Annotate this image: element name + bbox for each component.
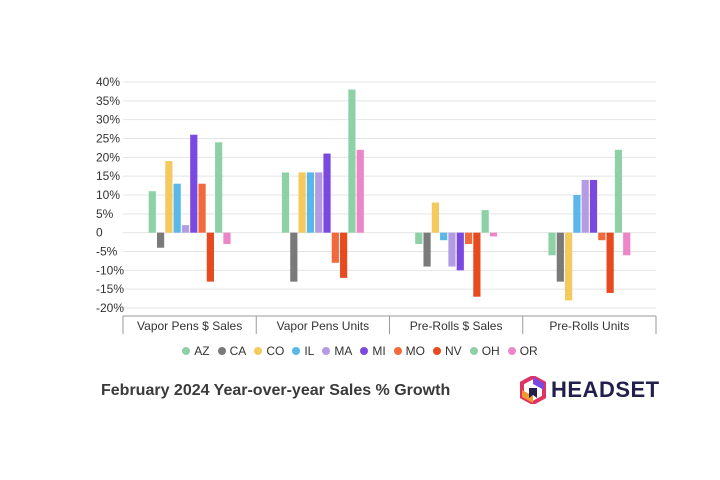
bar-nv	[206, 232, 214, 282]
bar-il	[306, 172, 315, 233]
legend-label: NV	[445, 344, 462, 358]
y-tick-label: 35%	[96, 94, 120, 108]
y-tick-label: 15%	[96, 169, 120, 183]
headset-logo-icon	[520, 376, 546, 404]
legend-swatch	[393, 347, 402, 355]
bar-oh	[348, 89, 356, 233]
bar-az	[548, 232, 556, 256]
y-tick-label: 30%	[96, 113, 120, 127]
y-tick-label: 10%	[96, 188, 120, 202]
legend-swatch	[254, 347, 263, 355]
legend-item-or: OR	[507, 344, 538, 358]
bar-az	[281, 172, 290, 233]
legend-swatch	[507, 347, 516, 355]
y-tick-label: 20%	[96, 150, 120, 164]
x-category-label: Vapor Pens Units	[277, 319, 370, 333]
y-tick-label: 0	[96, 226, 103, 240]
bar-mo	[598, 232, 606, 241]
bar-mi	[589, 179, 598, 233]
bar-oh	[481, 210, 489, 233]
legend-swatch	[469, 347, 478, 355]
legend-swatch	[182, 347, 191, 355]
bar-ca	[423, 232, 431, 267]
legend-label: AZ	[194, 344, 210, 358]
bar-co	[165, 161, 173, 233]
legend-item-nv: NV	[433, 344, 462, 358]
legend-swatch	[433, 347, 442, 355]
bar-or	[356, 149, 364, 233]
legend-item-il: IL	[292, 344, 314, 358]
x-category-label: Vapor Pens $ Sales	[137, 319, 242, 333]
bar-mi	[456, 232, 464, 271]
bar-co	[565, 232, 573, 301]
y-tick-label: -10%	[96, 263, 124, 277]
y-axis-ticks: 40% 35% 30% 25% 20% 15% 10% 5% 0 -5% -10% -15% -20%	[96, 75, 124, 315]
bar-co	[431, 202, 439, 233]
legend-label: MO	[405, 344, 426, 358]
legend-label: MI	[372, 344, 386, 358]
legend-label: CO	[266, 344, 285, 358]
bar-ma	[581, 179, 589, 233]
legend-swatch	[360, 347, 369, 355]
legend-item-mo: MO	[393, 344, 426, 358]
legend-item-co: CO	[254, 344, 284, 358]
bar-mo	[464, 232, 473, 244]
legend-label: OR	[519, 344, 538, 358]
bar-or	[223, 232, 231, 244]
bar-mi	[323, 153, 331, 233]
y-tick-label: 40%	[96, 75, 120, 89]
legend: AZ CA CO IL MA MI MO NV OH OR	[0, 344, 720, 358]
bar-ma	[448, 232, 456, 267]
legend-label: IL	[304, 344, 315, 358]
bar-or	[489, 232, 498, 237]
bar-mo	[198, 183, 206, 233]
x-category-label: Pre-Rolls Units	[549, 319, 629, 333]
legend-swatch	[322, 347, 331, 355]
bars	[148, 89, 631, 301]
bar-mi	[190, 134, 198, 233]
legend-item-az: AZ	[182, 344, 210, 358]
bar-az	[148, 191, 156, 233]
chart-title: February 2024 Year-over-year Sales % Gro…	[101, 382, 451, 399]
y-tick-label: 5%	[96, 207, 114, 221]
bar-ma	[315, 172, 323, 233]
bar-nv	[473, 232, 481, 297]
x-axis: Vapor Pens $ Sales Vapor Pens Units Pre-Ro…	[122, 315, 657, 334]
bar-ca	[556, 232, 564, 282]
bar-or	[623, 232, 631, 256]
bar-chart: 40%35%30%25%20%15%10%5%0-5%-10%-15%-20% …	[96, 75, 657, 334]
bar-nv	[606, 232, 614, 293]
bar-oh	[215, 142, 223, 233]
legend-item-ma: MA	[322, 344, 352, 358]
bar-il	[573, 195, 581, 233]
bar-il	[173, 183, 181, 233]
x-category-label: Pre-Rolls $ Sales	[410, 319, 503, 333]
brand-name: HEADSET	[551, 377, 660, 402]
bar-co	[298, 172, 306, 233]
bar-nv	[340, 232, 348, 278]
bar-ma	[181, 225, 190, 233]
legend-label: OH	[481, 344, 500, 358]
bar-mo	[331, 232, 339, 263]
bar-ca	[156, 232, 165, 248]
legend-label: MA	[334, 344, 353, 358]
legend-item-ca: CA	[217, 344, 247, 358]
bar-ca	[290, 232, 298, 282]
legend-item-oh: OH	[469, 344, 500, 358]
bar-az	[415, 232, 423, 244]
legend-item-mi: MI	[360, 344, 386, 358]
y-tick-label: -20%	[96, 301, 124, 315]
legend-swatch	[217, 347, 226, 355]
y-tick-label: -15%	[96, 282, 124, 296]
y-tick-label: -5%	[96, 245, 118, 259]
bar-il	[440, 232, 448, 241]
legend-swatch	[292, 347, 301, 355]
y-tick-label: 25%	[96, 132, 120, 146]
brand: HEADSET	[520, 376, 660, 404]
bar-oh	[614, 149, 623, 233]
legend-label: CA	[229, 344, 247, 358]
